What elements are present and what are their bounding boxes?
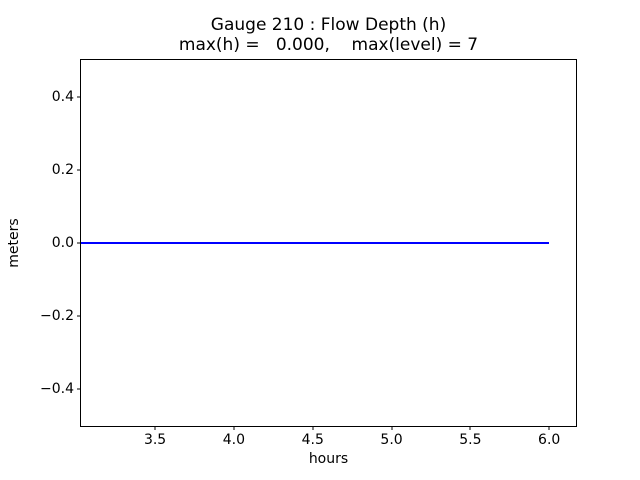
x-tick-label: 4.0	[222, 432, 246, 448]
y-tick-label: 0.0	[51, 235, 74, 251]
x-tick-label: 5.0	[380, 432, 403, 448]
y-tick-mark	[77, 242, 81, 244]
y-tick-mark	[77, 388, 81, 390]
plot-area: 3.5 4.0 4.5 5.0 5.5 6.0 0.4 0.2 0.0 −0.2 −0.4	[40, 59, 577, 448]
x-tick-mark	[154, 426, 156, 430]
x-axis-label: hours	[308, 451, 349, 467]
y-tick-mark	[77, 169, 81, 171]
x-tick-mark	[391, 426, 393, 430]
x-tick-label: 3.5	[143, 432, 167, 448]
x-tick-label: 4.5	[301, 432, 324, 448]
x-tick-mark	[312, 426, 314, 430]
x-tick-mark	[469, 426, 471, 430]
y-tick-mark	[77, 96, 81, 98]
x-tick-label: 5.5	[459, 432, 482, 448]
x-tick-mark	[548, 426, 550, 430]
x-tick-mark	[233, 426, 235, 430]
data-line-flow-depth-h	[81, 242, 550, 244]
chart-title-block: Gauge 210 : Flow Depth (h) max(h) = 0.00…	[80, 15, 577, 55]
chart-title: Gauge 210 : Flow Depth (h)	[210, 15, 447, 35]
y-tick-label: 0.2	[51, 161, 74, 178]
y-axis-label: meters	[6, 218, 22, 268]
chart-subtitle: max(h) = 0.000, max(level) = 7	[178, 35, 479, 55]
y-tick-label: −0.4	[40, 381, 74, 398]
y-tick-label: 0.4	[51, 88, 74, 105]
y-tick-label: −0.2	[40, 308, 74, 325]
x-tick-label: 6.0	[538, 432, 561, 448]
y-tick-mark	[77, 315, 81, 317]
